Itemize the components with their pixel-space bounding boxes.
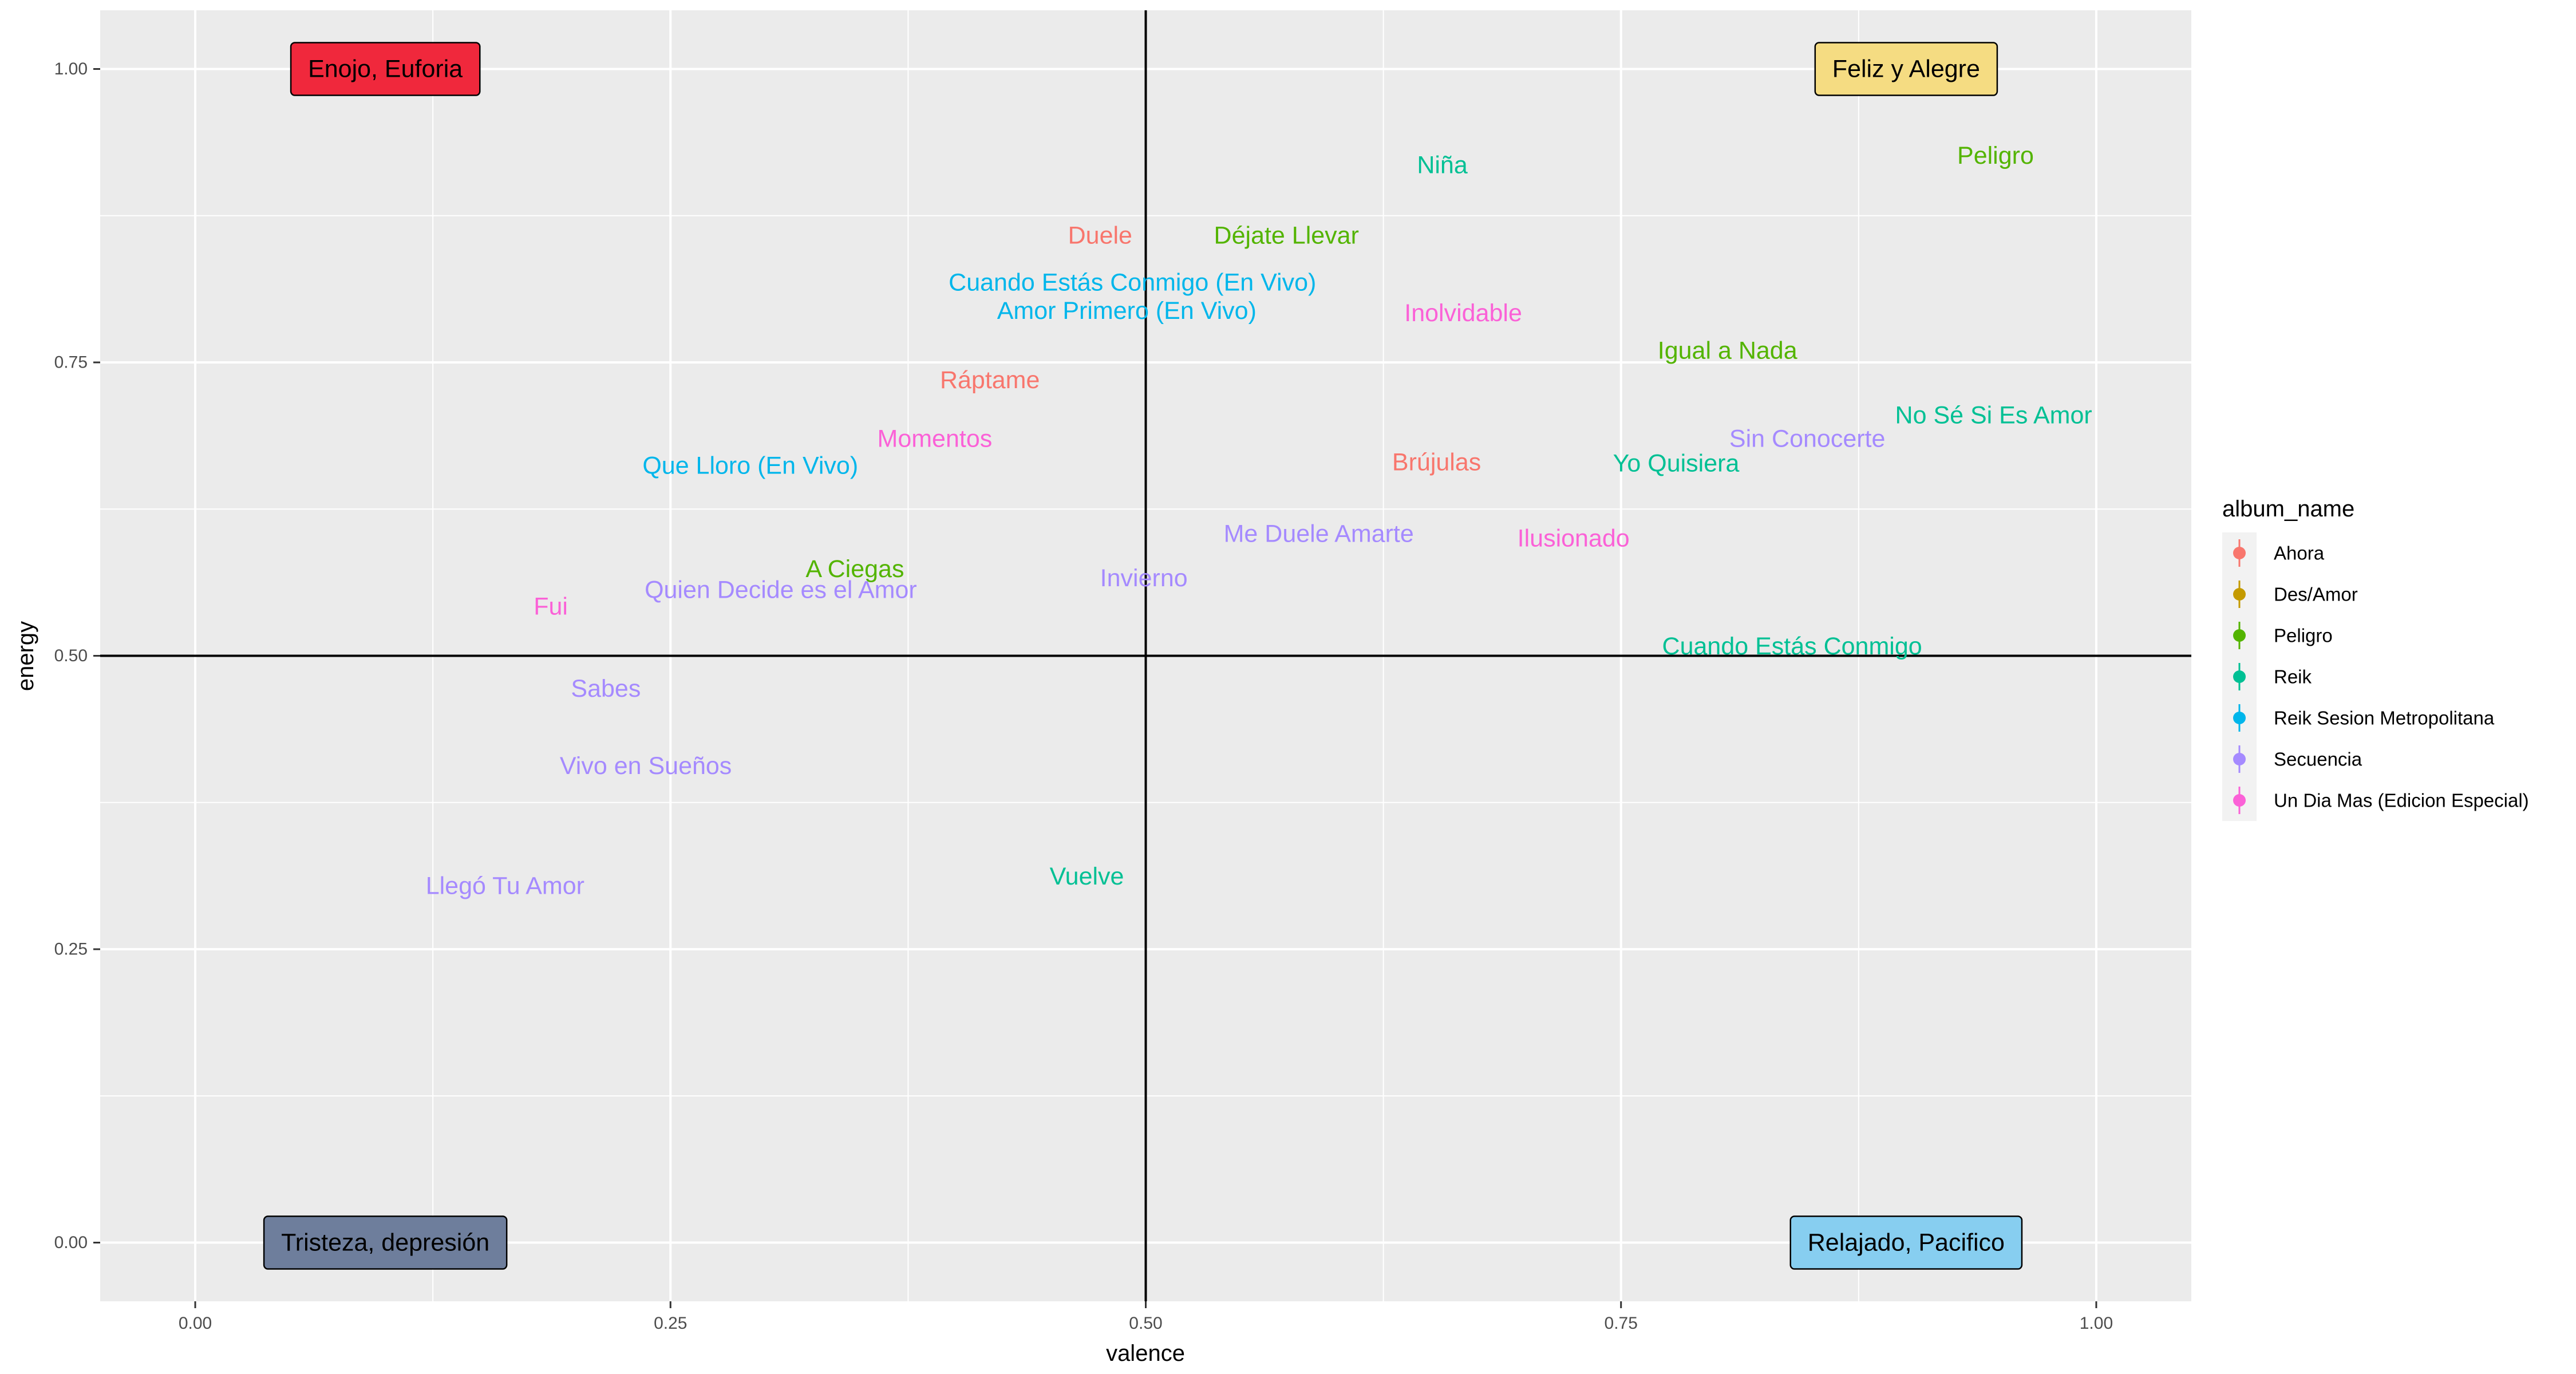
legend-entry: Reik Sesion Metropolitana	[2222, 697, 2495, 739]
legend-key-point	[2233, 794, 2246, 807]
legend-entry: Ahora	[2222, 532, 2325, 574]
legend: album_name Ahora Des/Amor Peligro Reik Reik …	[2222, 496, 2529, 821]
y-axis-title: energy	[13, 621, 38, 691]
quadrant-label-box	[290, 42, 481, 96]
quadrant-label: Feliz y Alegre	[1814, 42, 1998, 96]
x-tick-label: 0.00	[179, 1314, 212, 1333]
legend-entry-label: Des/Amor	[2274, 584, 2358, 605]
song-label: Peligro	[1957, 142, 2034, 169]
song-label: Cuando Estás Conmigo	[1662, 633, 1922, 660]
song-label: Sabes	[571, 675, 641, 702]
legend-entry-label: Reik Sesion Metropolitana	[2274, 708, 2495, 729]
quadrant-label: Enojo, Euforia	[290, 42, 481, 96]
quadrant-label-text: Relajado, Pacifico	[1808, 1229, 2005, 1257]
song-label: Que Lloro (En Vivo)	[642, 452, 858, 479]
song-label: No Sé Si Es Amor	[1895, 401, 2092, 429]
song-labels: Niña Peligro Duele Déjate Llevar Cuando Está…	[426, 142, 2092, 899]
song-label: Inolvidable	[1404, 299, 1522, 327]
song-label: Duele	[1068, 222, 1132, 250]
song-label: Sin Conocerte	[1729, 425, 1886, 452]
legend-key-point	[2233, 588, 2246, 601]
reference-lines	[100, 10, 2191, 1301]
legend-key-point	[2233, 547, 2246, 559]
song-label: Brújulas	[1392, 448, 1481, 476]
legend-entry: Reik	[2222, 656, 2312, 697]
legend-entry-label: Secuencia	[2274, 749, 2362, 770]
song-label: Ráptame	[940, 366, 1040, 394]
quadrant-label-text: Enojo, Euforia	[308, 56, 463, 83]
song-label: Fui	[534, 593, 568, 620]
song-label: Yo Quisiera	[1613, 449, 1740, 477]
song-label: Cuando Estás Conmigo (En Vivo)	[949, 269, 1316, 297]
x-axis-title: valence	[1106, 1341, 1185, 1366]
legend-title: album_name	[2222, 496, 2354, 522]
legend-entry-label: Ahora	[2274, 543, 2325, 564]
song-label: A Ciegas	[805, 555, 904, 583]
legend-key-point	[2233, 753, 2246, 765]
legend-key-point	[2233, 712, 2246, 724]
quadrant-labels: Enojo, Euforia Feliz y Alegre Tristeza, de…	[263, 42, 2023, 1270]
x-axis-ticks: 0.00 0.25 0.50 0.75 1.00	[179, 1301, 2113, 1333]
legend-key-point	[2233, 629, 2246, 642]
legend-entry: Peligro	[2222, 615, 2333, 656]
quadrant-label-box	[1814, 42, 1998, 96]
song-label: Déjate Llevar	[1214, 222, 1359, 250]
quadrant-label-text: Tristeza, depresión	[281, 1229, 489, 1257]
song-label: Vivo en Sueños	[560, 752, 732, 780]
quadrant-label-text: Feliz y Alegre	[1832, 56, 1980, 83]
legend-entry-label: Peligro	[2274, 625, 2333, 646]
y-tick-label: 0.00	[54, 1233, 88, 1252]
y-axis-ticks: 0.00 0.25 0.50 0.75 1.00	[54, 60, 100, 1252]
song-label: Momentos	[878, 425, 993, 452]
x-tick-label: 0.75	[1605, 1314, 1638, 1333]
quadrant-label-box	[263, 1215, 508, 1270]
song-label: Llegó Tu Amor	[426, 872, 584, 899]
y-tick-label: 0.50	[54, 646, 88, 665]
song-label: Vuelve	[1050, 863, 1124, 890]
song-label: Igual a Nada	[1658, 337, 1797, 365]
x-tick-label: 0.50	[1129, 1314, 1162, 1333]
song-label: Ilusionado	[1518, 525, 1630, 552]
x-tick-label: 1.00	[2080, 1314, 2113, 1333]
song-label: Invierno	[1100, 564, 1188, 592]
legend-key-point	[2233, 670, 2246, 683]
quadrant-label: Relajado, Pacifico	[1789, 1215, 2023, 1270]
song-label: Niña	[1417, 152, 1468, 179]
legend-entry: Secuencia	[2222, 739, 2362, 780]
y-tick-label: 0.75	[54, 353, 88, 372]
song-label: Amor Primero (En Vivo)	[997, 297, 1257, 325]
y-tick-label: 1.00	[54, 60, 88, 78]
legend-entry-label: Reik	[2274, 666, 2312, 688]
quadrant-label-box	[1789, 1215, 2023, 1270]
song-label: Me Duele Amarte	[1224, 520, 1414, 547]
legend-entry: Un Dia Mas (Edicion Especial)	[2222, 780, 2529, 821]
y-tick-label: 0.25	[54, 940, 88, 959]
x-tick-label: 0.25	[654, 1314, 687, 1333]
quadrant-label: Tristeza, depresión	[263, 1215, 508, 1270]
legend-entry-label: Un Dia Mas (Edicion Especial)	[2274, 790, 2529, 811]
song-label: Quien Decide es el Amor	[645, 577, 917, 604]
legend-entry: Des/Amor	[2222, 574, 2358, 615]
